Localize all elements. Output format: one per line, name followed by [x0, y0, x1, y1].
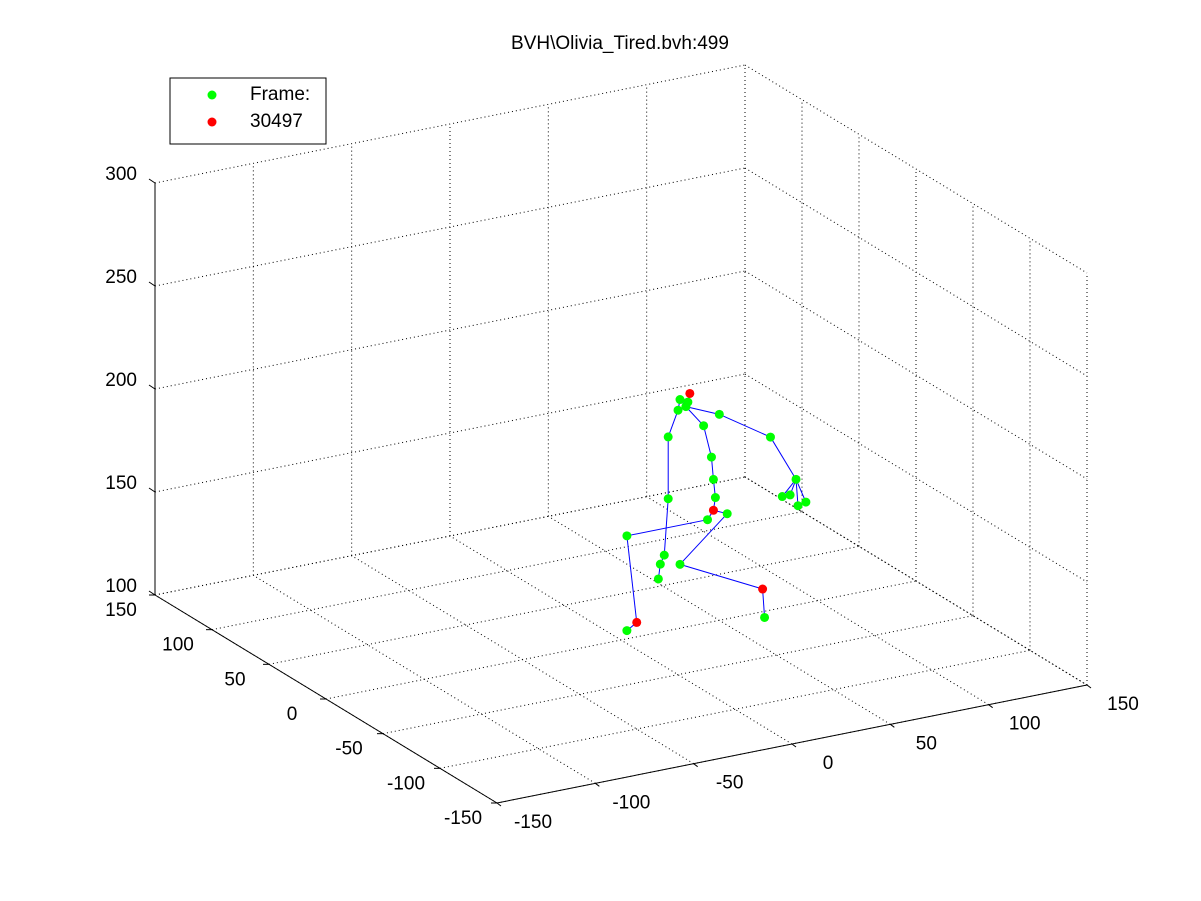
- legend-box: [169, 77, 327, 145]
- grid-line: [744, 64, 1088, 274]
- z-tick: [148, 384, 156, 390]
- z-tick: [148, 178, 156, 184]
- legend-marker: [207, 90, 217, 100]
- grid-line: [548, 515, 891, 725]
- x-tick: [595, 782, 600, 787]
- grid-line: [154, 476, 746, 596]
- joint: [622, 626, 632, 636]
- grid-line: [744, 270, 1088, 480]
- grid-line: [211, 511, 803, 631]
- joint: [714, 409, 724, 419]
- grid-line: [325, 580, 917, 700]
- joint: [622, 531, 632, 541]
- y-tick-label: 50: [224, 669, 245, 690]
- x-tick-label: 150: [1107, 694, 1139, 715]
- z-tick: [148, 281, 156, 287]
- joint: [653, 574, 663, 584]
- y-tick-label: 150: [105, 600, 137, 621]
- joint: [801, 497, 811, 507]
- bone: [626, 535, 638, 623]
- x-tick-label: 100: [1009, 714, 1041, 735]
- joint: [708, 505, 718, 515]
- y-tick-label: 100: [162, 635, 194, 656]
- bone: [667, 410, 679, 438]
- z-tick: [148, 590, 156, 596]
- bone: [679, 563, 763, 590]
- z-tick-label: 300: [105, 164, 137, 185]
- x-tick: [890, 723, 895, 728]
- joint: [655, 559, 665, 569]
- joint: [659, 550, 669, 560]
- legend-label: 30497: [250, 111, 303, 132]
- joint: [703, 515, 713, 525]
- joint: [663, 494, 673, 504]
- grid-line: [154, 64, 746, 184]
- bone: [770, 436, 797, 480]
- y-tick-label: -150: [444, 808, 482, 829]
- joint: [791, 474, 801, 484]
- y-tick-label: 0: [287, 704, 298, 725]
- grid-line: [154, 270, 746, 390]
- bone: [762, 588, 766, 618]
- joint: [785, 490, 795, 500]
- y-tick-label: -100: [387, 773, 425, 794]
- legend-label: Frame:: [250, 84, 310, 105]
- grid-line: [744, 476, 1088, 686]
- chart-title: BVH\Olivia_Tired.bvh:499: [511, 33, 729, 54]
- x-tick-label: -50: [716, 773, 743, 794]
- z-tick: [148, 487, 156, 493]
- grid-line: [744, 167, 1088, 377]
- x-tick-label: 0: [823, 753, 834, 774]
- bone: [685, 406, 720, 415]
- x-tick: [988, 704, 993, 709]
- legend-marker: [207, 117, 217, 127]
- x-tick: [791, 743, 797, 748]
- grid-line: [646, 496, 989, 706]
- grid-line: [744, 373, 1088, 583]
- joint: [673, 405, 683, 415]
- x-tick-label: 50: [916, 733, 937, 754]
- bone: [626, 519, 708, 537]
- joint: [765, 432, 775, 442]
- joint: [685, 388, 695, 398]
- z-tick-label: 100: [105, 576, 137, 597]
- bone: [679, 513, 728, 565]
- bone: [719, 413, 771, 438]
- joint: [760, 612, 770, 622]
- bone: [703, 425, 712, 458]
- grid-line: [154, 167, 746, 287]
- joint: [706, 452, 716, 462]
- y-tick-label: -50: [335, 739, 362, 760]
- x-tick-label: -100: [612, 792, 650, 813]
- joint: [793, 501, 803, 511]
- bone: [663, 498, 669, 556]
- x-tick: [496, 802, 502, 807]
- joint: [663, 432, 673, 442]
- joint: [758, 584, 768, 594]
- x-tick: [693, 763, 698, 768]
- x-tick: [1086, 684, 1092, 689]
- z-tick-label: 250: [105, 267, 137, 288]
- z-tick-label: 200: [105, 370, 137, 391]
- joint: [777, 492, 787, 502]
- grid-line: [268, 545, 860, 665]
- joint: [710, 493, 720, 503]
- joint: [722, 509, 732, 519]
- joint: [675, 559, 685, 569]
- x-tick-label: -150: [514, 812, 552, 833]
- grid-line: [382, 615, 974, 735]
- joint: [681, 402, 691, 412]
- joint: [708, 474, 718, 484]
- grid-line: [439, 649, 1031, 769]
- z-tick-label: 150: [105, 473, 137, 494]
- joint: [699, 421, 709, 431]
- joint: [632, 617, 642, 627]
- grid-line: [154, 373, 746, 493]
- joint: [675, 395, 685, 405]
